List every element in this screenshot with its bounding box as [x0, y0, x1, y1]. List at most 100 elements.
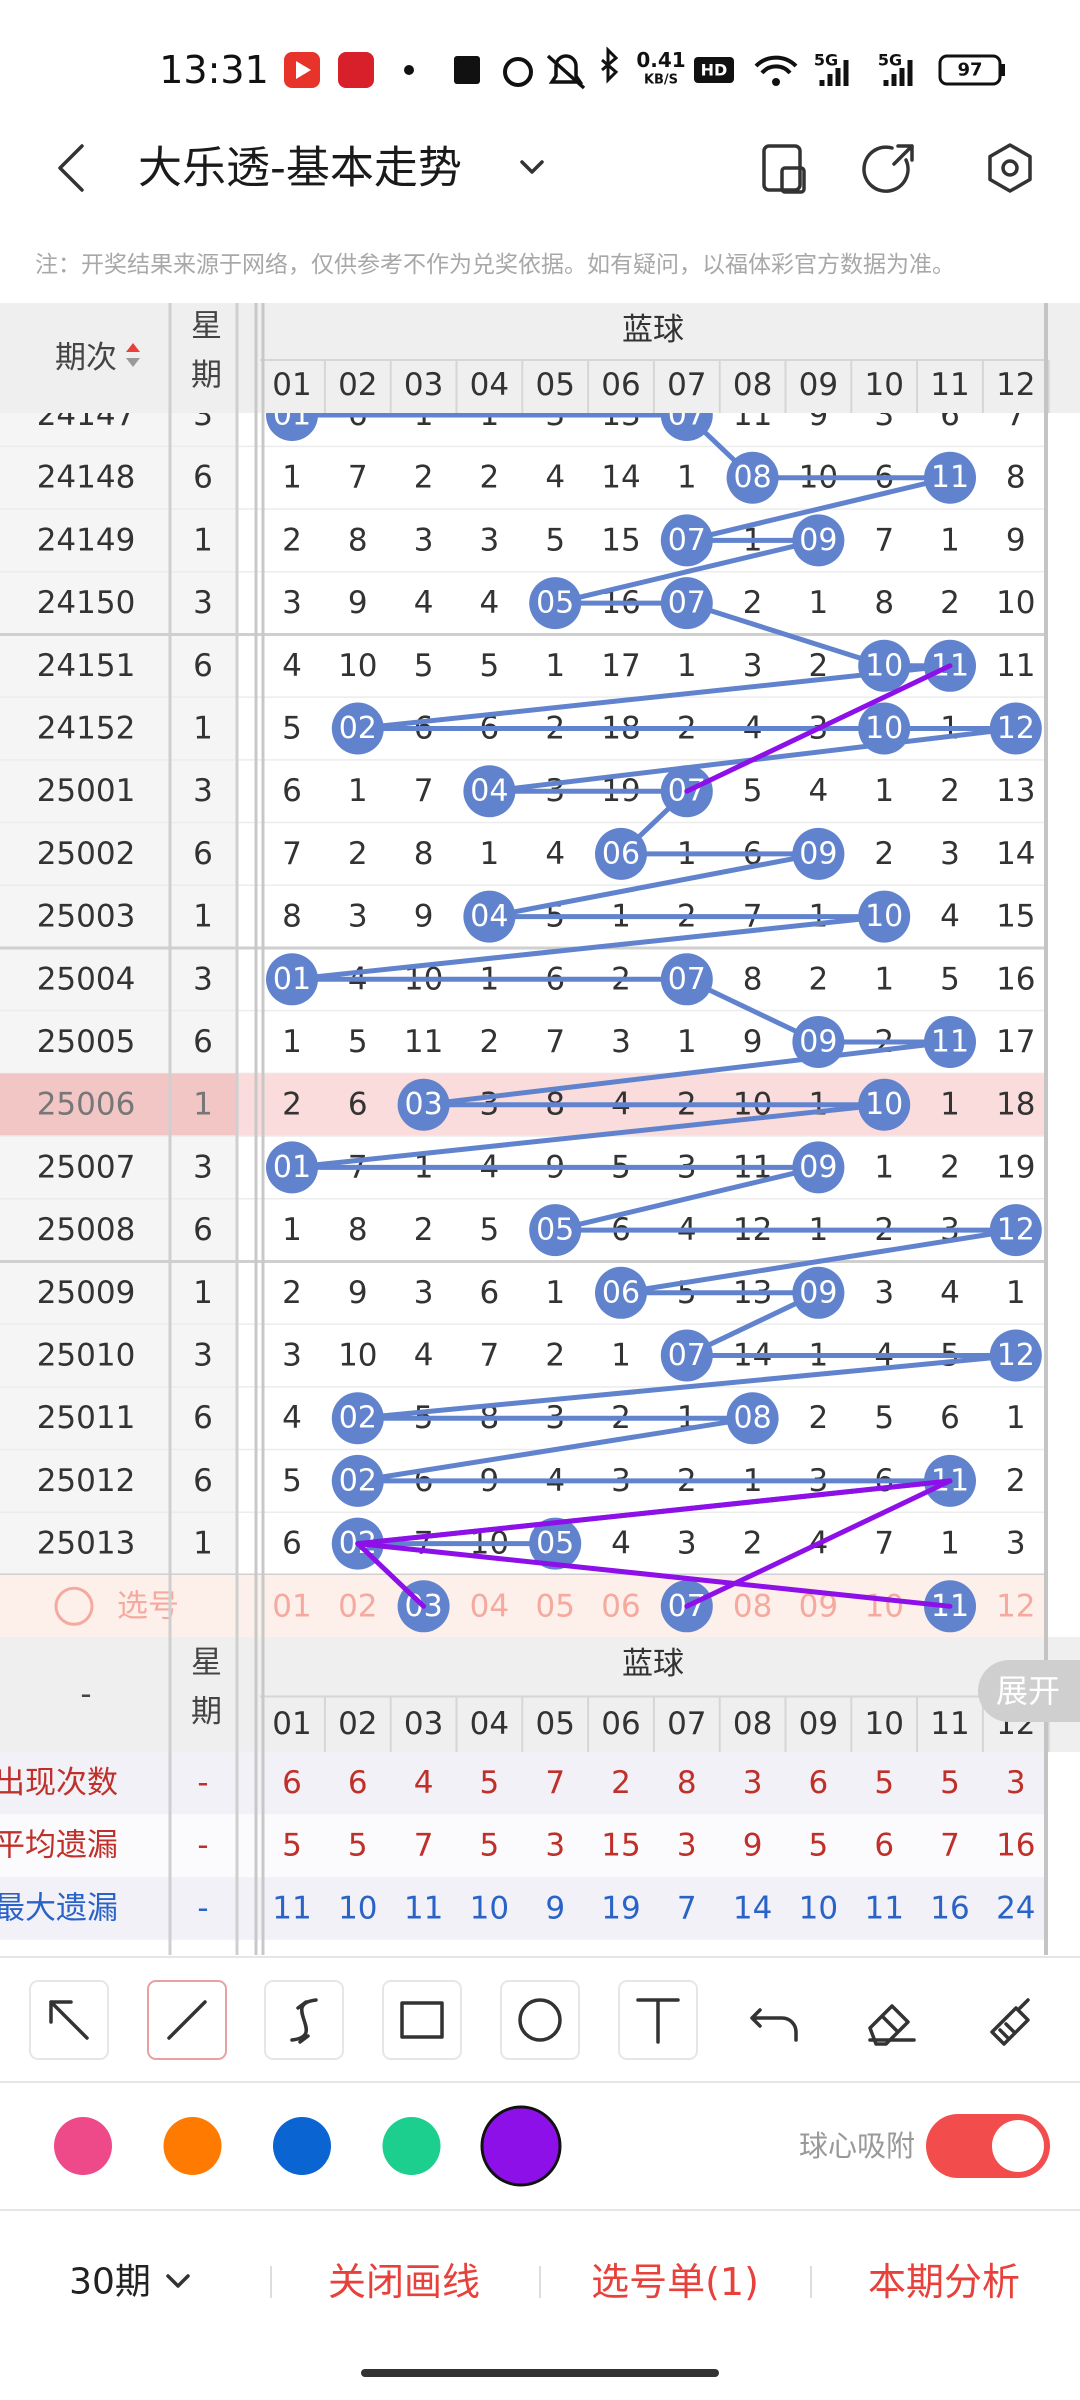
miss-count: 7	[282, 836, 302, 872]
select-number[interactable]: 05	[535, 1588, 574, 1624]
ball-number: 07	[668, 962, 706, 997]
expand-button[interactable]	[978, 1660, 1080, 1722]
miss-count: 1	[677, 460, 697, 496]
page-title[interactable]: 大乐透-基本走势	[138, 143, 462, 194]
ball	[726, 451, 779, 504]
period: 24148	[37, 460, 136, 496]
tool-button[interactable]	[500, 1980, 580, 2060]
number-header: 07	[667, 367, 706, 403]
miss-count: 5	[874, 1400, 894, 1436]
miss-count: 2	[809, 1400, 829, 1436]
ball-number: 01	[273, 962, 311, 997]
stat-value: 10	[799, 1890, 838, 1926]
stat-value: 5	[480, 1765, 500, 1801]
period-selector[interactable]: 30期	[69, 2262, 151, 2303]
stat-value: 5	[809, 1828, 829, 1864]
ball-number: 07	[668, 1338, 706, 1373]
miss-count: 17	[601, 648, 640, 684]
weekday: 3	[193, 773, 213, 809]
stat-row-bg	[0, 1877, 1046, 1940]
stat-value: 8	[677, 1765, 697, 1801]
expand-label[interactable]: 展开	[996, 1672, 1060, 1710]
select-number[interactable]: 08	[733, 1588, 772, 1624]
ball	[397, 1078, 450, 1131]
stat-label: 出现次数	[0, 1765, 118, 1801]
hd-badge	[694, 57, 734, 83]
miss-count: 2	[809, 961, 829, 997]
alarm-icon	[503, 57, 533, 87]
select-number[interactable]: 12	[996, 1588, 1035, 1624]
stat-value: 3	[743, 1765, 763, 1801]
tool-icon	[636, 1998, 680, 2044]
miss-count: 8	[1006, 460, 1026, 496]
tool-button[interactable]	[382, 1980, 462, 2060]
stat-weekday: -	[197, 1765, 208, 1801]
ball-number: 10	[865, 899, 903, 934]
miss-count: 10	[996, 585, 1035, 621]
color-swatch[interactable]	[273, 2117, 331, 2175]
miss-count: 4	[545, 460, 565, 496]
miss-count: 5	[480, 648, 500, 684]
color-swatch[interactable]	[163, 2117, 222, 2175]
select-number[interactable]: 04	[470, 1588, 509, 1624]
miss-count: 1	[1006, 1400, 1026, 1436]
close-lines-button[interactable]: 关闭画线	[328, 2260, 480, 2304]
analysis-button[interactable]: 本期分析	[868, 2260, 1020, 2304]
drawn-line	[355, 1478, 953, 1547]
miss-count: 4	[414, 1338, 434, 1374]
weekday: 6	[193, 1400, 213, 1436]
color-swatch[interactable]	[480, 2105, 562, 2187]
snap-label: 球心吸附	[799, 2129, 915, 2163]
battery-icon	[938, 54, 1002, 86]
group-label: 蓝球	[622, 312, 684, 348]
weekday: 1	[193, 522, 213, 558]
stat-value: 3	[1006, 1765, 1026, 1801]
ball-number: 02	[339, 1401, 377, 1436]
miss-count: 7	[874, 1526, 894, 1562]
stat-value: 5	[940, 1765, 960, 1801]
tool-icon[interactable]	[868, 2004, 916, 2046]
select-number[interactable]: 06	[601, 1588, 640, 1624]
ball	[989, 702, 1042, 755]
highlight-row-left	[0, 1073, 237, 1137]
ball	[989, 1329, 1042, 1382]
settings-button[interactable]	[988, 143, 1032, 193]
miss-count: 11	[996, 648, 1035, 684]
color-swatch[interactable]	[54, 2117, 112, 2175]
sort-up[interactable]	[126, 343, 140, 352]
tool-icon[interactable]	[990, 1998, 1030, 2046]
ball	[463, 765, 516, 818]
select-number[interactable]: 02	[338, 1588, 377, 1624]
weekday: 3	[193, 397, 213, 433]
ball	[331, 1392, 384, 1445]
miss-count: 9	[414, 899, 434, 935]
ball	[266, 953, 318, 1006]
weekday: 1	[193, 1526, 213, 1562]
miss-count: 3	[1006, 1526, 1026, 1562]
wifi-dot	[772, 78, 780, 86]
color-swatch[interactable]	[382, 2117, 441, 2175]
header-bg	[0, 303, 1080, 413]
number-header: 09	[799, 367, 838, 403]
miss-count: 8	[743, 961, 763, 997]
miss-count: 2	[940, 773, 960, 809]
share-button[interactable]	[862, 144, 914, 193]
back-button[interactable]	[58, 144, 84, 192]
sort-down[interactable]	[126, 358, 140, 367]
ball	[792, 1016, 845, 1068]
miss-count: 2	[809, 648, 829, 684]
miss-count: 14	[601, 460, 640, 496]
pick-list-button[interactable]: 选号单(1)	[591, 2260, 759, 2304]
ball-number: 12	[997, 1338, 1035, 1373]
mute-icon	[546, 54, 586, 90]
ball	[858, 1078, 911, 1131]
status-bar: 13:31 0.41 KB/S HD 5G 5G 97	[159, 46, 1005, 92]
tool-icon[interactable]	[750, 2008, 798, 2042]
miss-count: 3	[940, 836, 960, 872]
miss-count: 1	[282, 1024, 302, 1060]
number-header: 04	[470, 1706, 509, 1742]
select-number[interactable]: 01	[272, 1588, 311, 1624]
miss-count: 5	[414, 648, 434, 684]
select-number[interactable]: 10	[864, 1588, 903, 1624]
title-dropdown[interactable]	[520, 160, 544, 174]
